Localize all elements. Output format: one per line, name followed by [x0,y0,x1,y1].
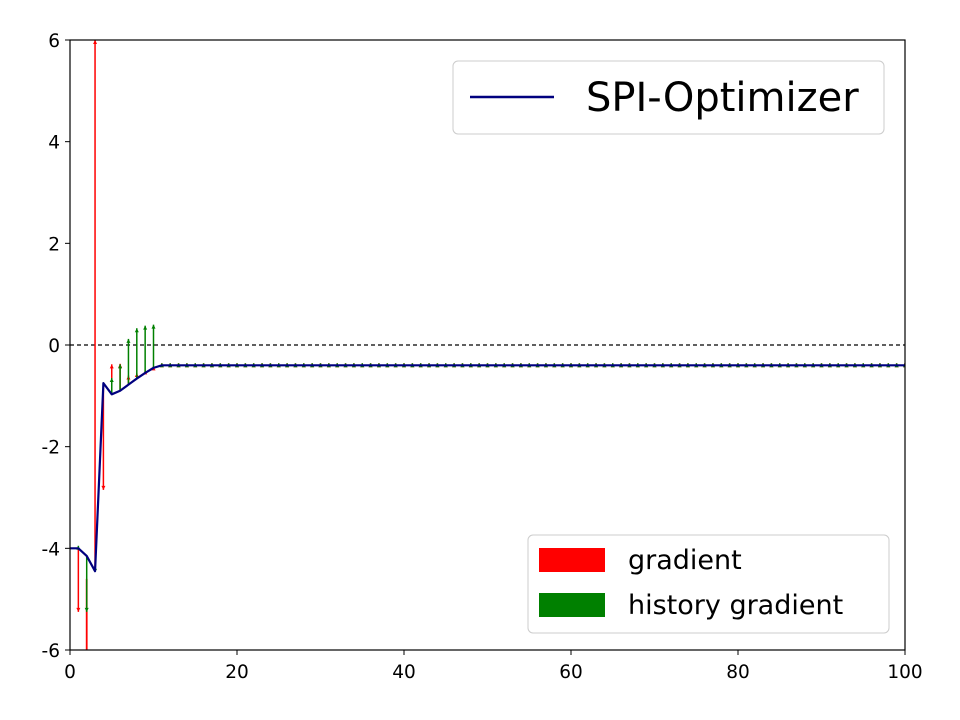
gradient-arrow [93,40,98,572]
history-gradient-arrow-head [109,378,114,383]
history-gradient-arrow-head [84,607,89,612]
x-tick-label: 40 [392,662,416,683]
arrow-legend-label: gradient [628,545,742,576]
history-gradient-arrow-head [151,324,156,329]
y-tick-label: -2 [42,438,60,459]
y-tick-label: -4 [42,539,60,560]
history-gradient-arrow [151,324,156,368]
history-gradient-arrow-head [118,364,123,369]
legends: SPI-Optimizer gradient history gradient [452,60,890,634]
gradient-arrow-head [101,485,106,490]
x-tick-label: 0 [64,662,76,683]
history-gradient-arrow-head [143,325,148,330]
history-gradient-arrow [134,328,139,379]
series-line [70,364,905,573]
x-tick-label: 60 [559,662,583,683]
y-tick-label: 4 [48,133,60,154]
line-legend-box [452,60,885,135]
y-tick-label: 0 [48,336,60,357]
plot-content [70,40,905,650]
history-gradient-arrow [109,378,114,395]
gradient-arrow-head [76,607,81,612]
history-gradient-arrow [118,364,123,391]
gradient-arrow [76,548,81,612]
axis-ticks: 0 20 40 60 80 100 -6 -4 -2 0 2 4 6 [42,31,923,683]
line-legend-label: SPI-Optimizer [586,75,859,121]
y-tick-label: -6 [42,641,60,662]
x-tick-label: 100 [887,662,922,683]
arrow-legend: gradient history gradient [527,534,890,634]
line-legend: SPI-Optimizer [452,60,885,135]
history-gradient-arrow [126,338,131,385]
arrow-legend-swatch [539,548,605,572]
gradient-arrow-head [93,40,98,44]
y-tick-label: 2 [48,234,60,255]
x-tick-label: 20 [225,662,249,683]
arrow-legend-label: history gradient [628,590,843,621]
history-gradient-arrow [84,555,89,612]
history-gradient-arrow-head [126,338,131,343]
y-tick-label: 6 [48,31,60,52]
x-tick-label: 80 [726,662,750,683]
arrow-legend-swatch [539,593,605,617]
history-gradient-arrow [143,325,148,373]
gradient-arrow-head [109,364,114,369]
history-gradient-arrow-head [134,328,139,333]
arrow-legend-box [527,534,890,634]
